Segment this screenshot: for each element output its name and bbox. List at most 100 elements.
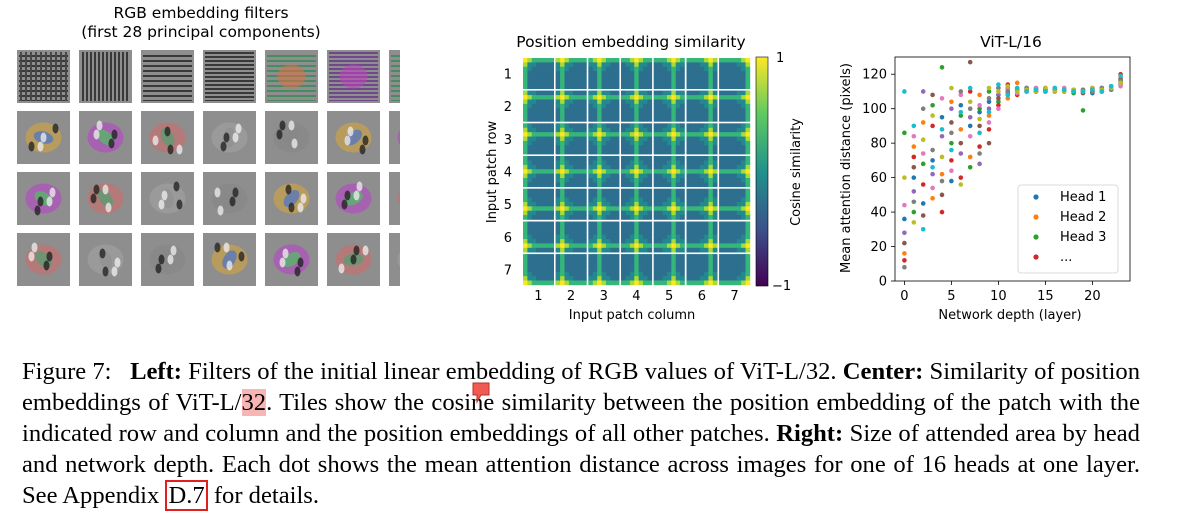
data-point	[967, 89, 973, 94]
pos-ytick-label: 7	[504, 264, 512, 279]
pos-xlabel: Input patch column	[569, 308, 695, 323]
pos-ytick-label: 3	[504, 133, 512, 148]
data-point	[1014, 85, 1020, 91]
data-point	[949, 140, 954, 146]
similarity-tile	[621, 90, 653, 122]
filter-thumbnail	[265, 172, 318, 225]
data-point	[920, 89, 926, 94]
data-point	[958, 109, 964, 115]
caption-center-text-b: . Tiles show the cosine similarity betwe…	[22, 389, 1140, 447]
data-point	[1118, 73, 1123, 79]
data-point	[977, 161, 982, 167]
similarity-tile	[653, 221, 685, 253]
filter-thumbnail	[327, 50, 380, 103]
y-tick-label: 40	[870, 206, 887, 221]
data-point	[920, 161, 926, 167]
appendix-link[interactable]: D.7	[165, 480, 208, 511]
filter-thumbnail	[203, 233, 256, 286]
similarity-tile	[588, 188, 620, 220]
data-point	[958, 113, 964, 118]
chart-ylabel: Mean attention distance (pixels)	[839, 63, 854, 273]
data-point	[930, 102, 935, 108]
chart-xlabel: Network depth (layer)	[938, 308, 1081, 323]
data-point	[1005, 89, 1011, 94]
similarity-tile	[523, 254, 554, 286]
highlighted-text[interactable]: 32	[241, 389, 267, 416]
data-point	[986, 140, 992, 146]
filter-thumbnail	[203, 172, 256, 225]
data-point	[1005, 92, 1011, 98]
similarity-tile	[686, 156, 718, 188]
data-point	[967, 133, 973, 139]
data-point	[902, 258, 907, 263]
data-point	[949, 158, 954, 163]
similarity-tile	[686, 90, 718, 122]
filter-thumbnail	[141, 111, 194, 164]
data-point	[920, 106, 926, 111]
data-point	[902, 89, 907, 94]
data-point	[996, 99, 1001, 105]
data-point	[986, 113, 992, 118]
similarity-tile	[555, 188, 587, 220]
pos-ytick-label: 4	[504, 165, 512, 180]
data-point	[977, 109, 982, 115]
data-point	[939, 115, 945, 120]
data-point	[902, 264, 907, 270]
pos-xtick-label: 6	[698, 289, 706, 304]
data-point	[996, 92, 1001, 98]
data-point	[1080, 108, 1086, 113]
similarity-tile	[621, 58, 653, 89]
data-point	[1024, 89, 1029, 94]
data-point	[920, 182, 926, 187]
rgb-filter-grid	[17, 50, 400, 286]
data-point	[958, 127, 964, 132]
legend: Head 1 Head 2 Head 3...	[1017, 184, 1119, 274]
data-point	[1090, 87, 1095, 93]
similarity-tile	[719, 188, 751, 220]
caption-left-label: Left:	[130, 358, 182, 385]
data-point	[911, 154, 917, 160]
attention-distance-panel: ViT-L/16 Network depth (layer) Mean atte…	[820, 0, 1160, 330]
data-point	[911, 189, 917, 194]
data-point	[1043, 89, 1048, 94]
data-point	[967, 154, 973, 160]
data-point	[996, 96, 1001, 101]
data-point	[949, 130, 954, 136]
data-point	[996, 102, 1001, 108]
pos-xtick-label: 2	[567, 289, 575, 304]
data-point	[930, 164, 935, 170]
data-point	[911, 123, 917, 129]
data-point	[930, 158, 935, 163]
data-point	[930, 185, 935, 191]
data-point	[967, 106, 973, 111]
filter-thumbnail	[389, 233, 400, 286]
comment-annotation-icon[interactable]	[472, 382, 490, 404]
data-point	[967, 123, 973, 129]
legend-marker	[1033, 214, 1039, 220]
similarity-tile	[588, 58, 620, 89]
similarity-tile	[653, 90, 685, 122]
data-point	[977, 92, 982, 98]
x-tick-label: 20	[1084, 289, 1101, 304]
data-point	[902, 202, 907, 208]
filter-thumbnail	[79, 50, 132, 103]
data-point	[1052, 85, 1058, 91]
data-point	[902, 230, 907, 236]
legend-marker	[1033, 254, 1039, 260]
rgb-filters-panel: RGB embedding filters (first 28 principa…	[0, 0, 400, 300]
data-point	[949, 147, 954, 153]
similarity-tile	[621, 123, 653, 155]
data-point	[958, 175, 964, 180]
similarity-tile	[523, 188, 554, 220]
data-point	[986, 127, 992, 132]
similarity-tile	[588, 156, 620, 188]
similarity-tile	[523, 156, 554, 188]
colorbar-axis-label: Cosine similarity	[789, 118, 804, 226]
similarity-tile	[555, 156, 587, 188]
attention-distance-chart: Network depth (layer) Mean attention dis…	[839, 56, 1131, 323]
data-point	[911, 133, 917, 139]
data-point	[902, 216, 907, 222]
data-point	[1033, 87, 1039, 93]
similarity-tile	[686, 254, 718, 286]
similarity-tile	[653, 156, 685, 188]
